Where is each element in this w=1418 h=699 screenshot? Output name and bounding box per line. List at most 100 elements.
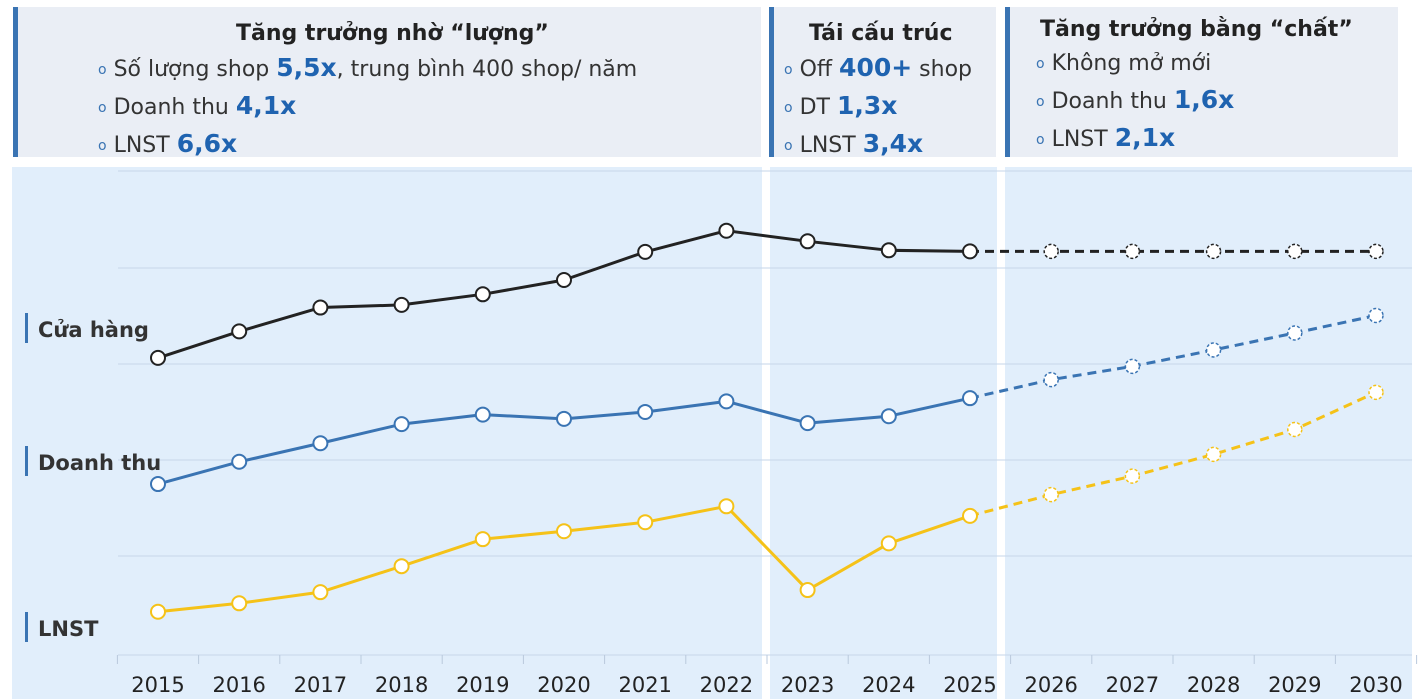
x-tick-label: 2022 xyxy=(700,673,753,697)
series-line-forecast xyxy=(969,390,1377,518)
bullet-icon: o xyxy=(98,62,107,78)
bullet-item: o DT 1,3x xyxy=(784,91,898,120)
data-point xyxy=(1287,325,1303,341)
data-point xyxy=(393,416,410,433)
x-tick-label: 2019 xyxy=(456,673,509,697)
x-tick-label: 2030 xyxy=(1349,673,1402,697)
data-point xyxy=(799,415,816,432)
bullet-item: o Số lượng shop 5,5x, trung bình 400 shop… xyxy=(98,53,638,82)
bullet-item: o LNST 3,4x xyxy=(784,129,924,158)
data-point xyxy=(718,393,735,410)
phase-title: Tái cấu trúc xyxy=(809,21,953,46)
x-tick-label: 2023 xyxy=(781,673,834,697)
data-point xyxy=(312,299,329,316)
data-point xyxy=(393,558,410,575)
series-label: Cửa hàng xyxy=(38,318,149,342)
x-axis-ticks: 2015 2016 2017 2018 2019 2020 2021 2022 2023 2024… xyxy=(131,673,1402,697)
series-label: Doanh thu xyxy=(38,451,161,475)
phase-bullets: o Off 400+ shop o DT 1,3x o LNST 3,4x xyxy=(784,50,972,164)
data-point xyxy=(312,584,329,601)
data-point xyxy=(150,476,166,493)
data-point xyxy=(1368,307,1384,324)
series-points xyxy=(150,222,1384,620)
data-point xyxy=(1043,486,1059,503)
data-point xyxy=(150,603,166,620)
phase-title: Tăng trưởng bằng “chất” xyxy=(1040,17,1353,42)
bullet-item: o Không mở mới xyxy=(1036,51,1212,76)
series-labels: Cửa hàng Doanh thu LNST xyxy=(25,313,161,642)
data-point xyxy=(880,408,897,425)
x-tick-label: 2025 xyxy=(943,673,996,697)
data-point xyxy=(962,243,978,260)
bullet-item: o Doanh thu 4,1x xyxy=(98,91,297,120)
bullet-icon: o xyxy=(98,138,107,154)
data-point xyxy=(1124,468,1141,484)
x-tick-label: 2020 xyxy=(537,673,590,697)
bullet-icon: o xyxy=(784,100,793,116)
data-point xyxy=(718,222,735,239)
data-point xyxy=(799,582,816,599)
data-point xyxy=(1368,243,1384,260)
data-point xyxy=(312,435,329,452)
bullet-icon: o xyxy=(784,138,793,154)
data-point xyxy=(880,242,897,259)
series-label-bar xyxy=(25,446,28,476)
bullet-item: o LNST 2,1x xyxy=(1036,123,1176,152)
data-point xyxy=(1043,371,1059,388)
series-label-bar xyxy=(25,313,28,343)
bullet-item: o Doanh thu 1,6x xyxy=(1036,85,1235,114)
data-point xyxy=(962,507,978,524)
data-point xyxy=(637,514,654,531)
x-tick-label: 2026 xyxy=(1024,673,1077,697)
data-point xyxy=(1124,243,1141,260)
data-point xyxy=(799,233,816,250)
x-tick-label: 2018 xyxy=(375,673,428,697)
data-point xyxy=(1205,342,1222,358)
x-tick-label: 2028 xyxy=(1187,673,1240,697)
data-point xyxy=(393,296,410,313)
data-point xyxy=(556,523,572,540)
data-point xyxy=(474,406,491,423)
data-point xyxy=(1287,243,1303,260)
bullet-item: o LNST 6,6x xyxy=(98,129,238,158)
x-tick-label: 2029 xyxy=(1268,673,1321,697)
data-point xyxy=(1043,243,1059,260)
series-line-forecast xyxy=(969,314,1377,400)
data-point xyxy=(1205,243,1222,260)
bullet-icon: o xyxy=(1036,132,1045,148)
bullet-icon: o xyxy=(784,62,793,78)
x-tick-label: 2015 xyxy=(131,673,184,697)
data-point xyxy=(1287,421,1303,438)
series-label: LNST xyxy=(38,617,99,641)
data-point xyxy=(1124,358,1141,375)
series-label-bar xyxy=(25,612,28,642)
phase-box-restructuring: Tái cấu trúc o Off 400+ shop o DT 1,3x o LN… xyxy=(769,7,996,158)
data-point xyxy=(637,243,654,260)
data-point xyxy=(718,498,735,515)
x-tick-label: 2017 xyxy=(294,673,347,697)
x-tick-label: 2021 xyxy=(618,673,671,697)
data-point xyxy=(231,323,248,340)
data-point xyxy=(474,531,491,548)
bullet-icon: o xyxy=(98,100,107,116)
data-point xyxy=(231,595,248,612)
phase-title: Tăng trưởng nhờ “lượng” xyxy=(236,21,549,46)
bullet-icon: o xyxy=(1036,94,1045,110)
data-point xyxy=(1205,446,1222,463)
phase-bullets: o Số lượng shop 5,5x, trung bình 400 shop… xyxy=(98,50,637,164)
data-point xyxy=(880,535,897,552)
chart-background xyxy=(12,167,1412,699)
data-point xyxy=(1368,384,1384,401)
data-point xyxy=(231,453,248,470)
data-point xyxy=(637,403,654,420)
phase-box-volume-growth: Tăng trưởng nhờ “lượng” o Số lượng shop 5… xyxy=(13,7,761,158)
data-point xyxy=(556,410,572,427)
phase-bullets: o Không mở mới o Doanh thu 1,6x o LNST 2,1x xyxy=(1036,44,1234,158)
data-point xyxy=(474,286,491,303)
x-tick-label: 2027 xyxy=(1106,673,1159,697)
data-point xyxy=(962,390,978,407)
data-point xyxy=(150,349,166,366)
data-point xyxy=(556,271,572,288)
